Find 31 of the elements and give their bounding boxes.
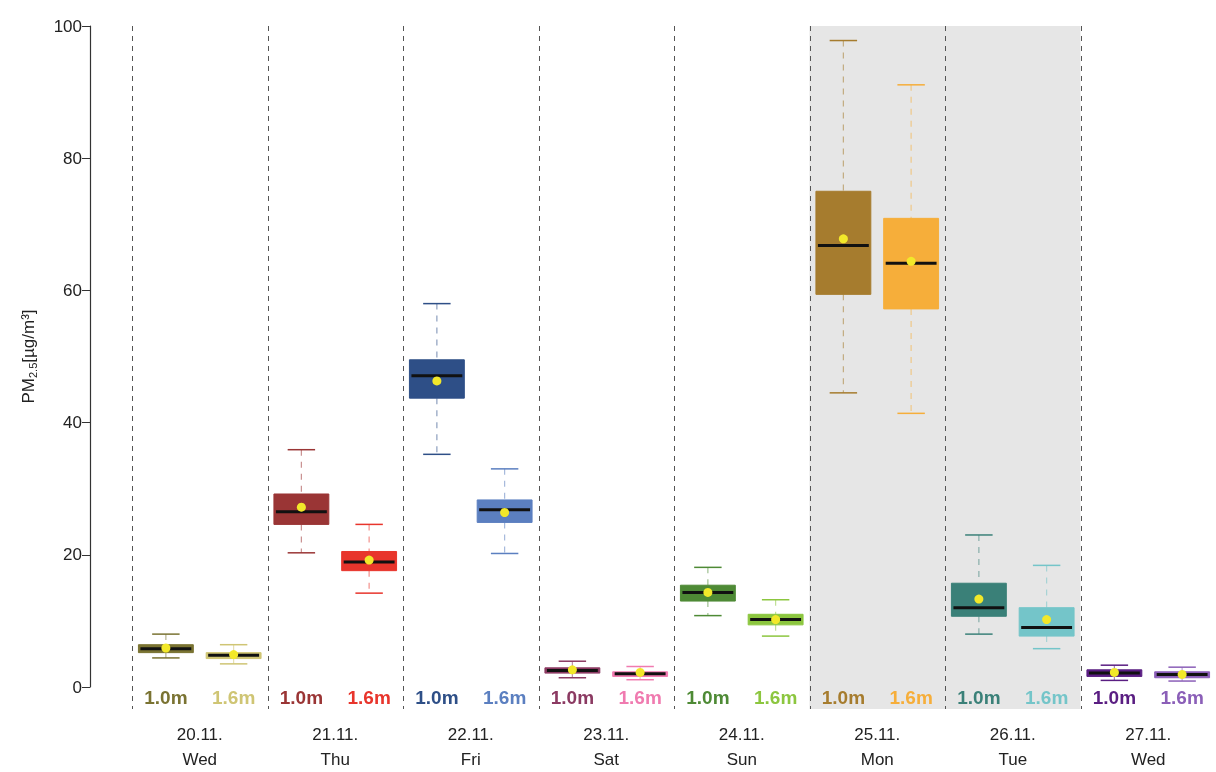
y-tick-label: 100	[53, 16, 82, 36]
text: 1.6m	[482, 686, 527, 708]
series-label: 1.0m	[1092, 686, 1137, 708]
x-tick-label: 20.11. Wed	[176, 725, 223, 769]
text: 1.6m	[753, 686, 798, 708]
text: 1.0m	[686, 686, 730, 708]
x-tick-label: 23.11. Sat	[583, 725, 630, 769]
x-tick-label: 25.11. Mon	[854, 725, 901, 769]
x-tick-label: 26.11. Tue	[989, 725, 1036, 769]
y-tick-label: 20	[63, 545, 82, 565]
text: 1.0m	[957, 686, 1001, 708]
text: 1.6m	[211, 686, 256, 708]
text: 1.0m	[144, 686, 188, 708]
x-tick-label: 24.11. Sun	[718, 725, 765, 769]
y-tick-label: 80	[63, 148, 82, 168]
y-tick-label: 40	[63, 413, 82, 433]
text: 1.0m	[821, 686, 866, 708]
y-axis-title: PM2.5[µg/m³]	[19, 309, 39, 404]
x-tick-label: 27.11. Wed	[1125, 725, 1172, 769]
text: 1.0m	[550, 686, 595, 708]
text: 1.0m	[415, 686, 459, 708]
text: 1.6m	[618, 686, 662, 708]
y-tick-label: 60	[63, 280, 82, 300]
x-tick-label: 22.11. Fri	[447, 725, 494, 769]
text: 1.6m	[889, 686, 933, 708]
text: 1.6m	[1024, 686, 1069, 708]
text: 1.0m	[279, 686, 324, 708]
x-tick-label: 21.11. Thu	[312, 725, 359, 769]
y-tick-label: 0	[72, 677, 82, 697]
series-label: 1.6m	[1160, 686, 1204, 708]
text: 1.6m	[347, 686, 391, 708]
